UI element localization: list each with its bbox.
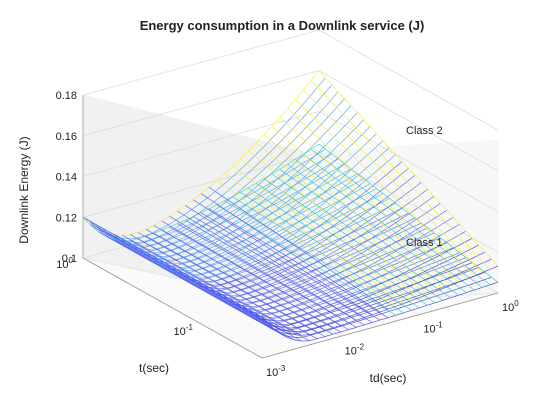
mesh-line-td bbox=[295, 99, 475, 277]
mesh-line-td bbox=[145, 228, 326, 331]
mesh-line-td bbox=[255, 142, 436, 292]
log-tick-label: 10-3 bbox=[266, 364, 286, 379]
x-axis-label: td(sec) bbox=[370, 371, 407, 385]
axis-line bbox=[82, 257, 263, 359]
series-label-class-1: Class 1 bbox=[406, 237, 443, 249]
mesh-line-td bbox=[232, 196, 412, 311]
series-label-class-2: Class 2 bbox=[406, 125, 443, 137]
mesh-line-td bbox=[98, 228, 278, 329]
mesh-line-td bbox=[137, 232, 318, 333]
log-tick-label: 100 bbox=[502, 299, 519, 314]
mesh-line-td bbox=[287, 164, 467, 293]
mesh-line-td bbox=[90, 225, 271, 326]
z-tick-label: 0.1 bbox=[62, 253, 77, 265]
mesh-line-td bbox=[263, 134, 444, 289]
mesh-line-td bbox=[263, 178, 444, 301]
mesh-line-td bbox=[185, 219, 365, 326]
mesh-line-td bbox=[106, 231, 286, 333]
mesh-line-td bbox=[255, 183, 436, 304]
z-gridline bbox=[82, 151, 499, 253]
mesh-line-td bbox=[208, 208, 389, 318]
mesh-line-td bbox=[114, 239, 294, 340]
z-tick-label: 0.16 bbox=[56, 131, 77, 143]
mesh-line-td bbox=[248, 187, 428, 306]
mesh-line-td bbox=[247, 150, 428, 295]
mesh-line-td bbox=[130, 234, 310, 335]
z-gridline bbox=[82, 29, 499, 131]
mesh-line-td bbox=[271, 125, 452, 286]
axis-line bbox=[261, 292, 499, 359]
surface-mesh bbox=[82, 70, 499, 342]
mesh-line-td bbox=[200, 193, 381, 313]
mesh-line-td bbox=[232, 165, 412, 301]
mesh-line-td bbox=[114, 234, 294, 335]
log-tick-label: 10-2 bbox=[345, 342, 365, 357]
mesh-line-td bbox=[106, 236, 286, 337]
mesh-line-td bbox=[208, 186, 389, 310]
floor-gridline bbox=[161, 235, 341, 337]
mesh-line-td bbox=[82, 216, 263, 318]
mesh-line-td bbox=[279, 168, 459, 296]
log-tick-label: 100 bbox=[56, 256, 73, 271]
mesh-line-td bbox=[271, 173, 451, 298]
mesh-line-td bbox=[177, 210, 357, 321]
mesh-line-td bbox=[185, 205, 365, 318]
chart-title: Energy consumption in a Downlink service… bbox=[140, 18, 425, 33]
y-axis-label: t(sec) bbox=[139, 361, 169, 375]
mesh-line-td bbox=[122, 234, 302, 336]
mesh-line-td bbox=[192, 216, 373, 323]
mesh-line-td bbox=[192, 199, 373, 316]
axes: 0.1 0.12 0.14 0.16 0.18 10-3 10-2 10-1 100 10-1 10… bbox=[56, 90, 520, 379]
mesh-line-td bbox=[318, 70, 499, 267]
mesh-line-td bbox=[169, 215, 349, 324]
mesh-line-td bbox=[200, 212, 381, 321]
mesh-line-td bbox=[240, 158, 420, 298]
surface-class-2 bbox=[82, 70, 499, 336]
floor-gridline bbox=[318, 192, 499, 294]
mesh-line-td bbox=[216, 180, 396, 307]
mesh-line-td bbox=[153, 232, 333, 335]
mesh-line-td bbox=[279, 117, 459, 283]
mesh-line-td bbox=[130, 240, 310, 341]
mesh-line-td bbox=[310, 80, 491, 270]
z-axis-label: Downlink Energy (J) bbox=[17, 136, 31, 243]
mesh-line-td bbox=[303, 89, 483, 273]
floor-gridline bbox=[240, 214, 420, 316]
mesh-line-td bbox=[145, 235, 326, 337]
mesh-line-td bbox=[161, 220, 341, 326]
z-gridline bbox=[82, 111, 499, 212]
log-tick-label: 10-1 bbox=[423, 321, 443, 336]
log-tick-label: 10-1 bbox=[174, 323, 194, 338]
mesh-line-td bbox=[153, 225, 333, 329]
mesh-line-td bbox=[287, 108, 467, 280]
mesh-line-td bbox=[224, 173, 404, 304]
z-tick-label: 0.12 bbox=[56, 212, 77, 224]
z-tick-label: 0.14 bbox=[56, 172, 77, 184]
z-tick-label: 0.18 bbox=[56, 90, 77, 102]
